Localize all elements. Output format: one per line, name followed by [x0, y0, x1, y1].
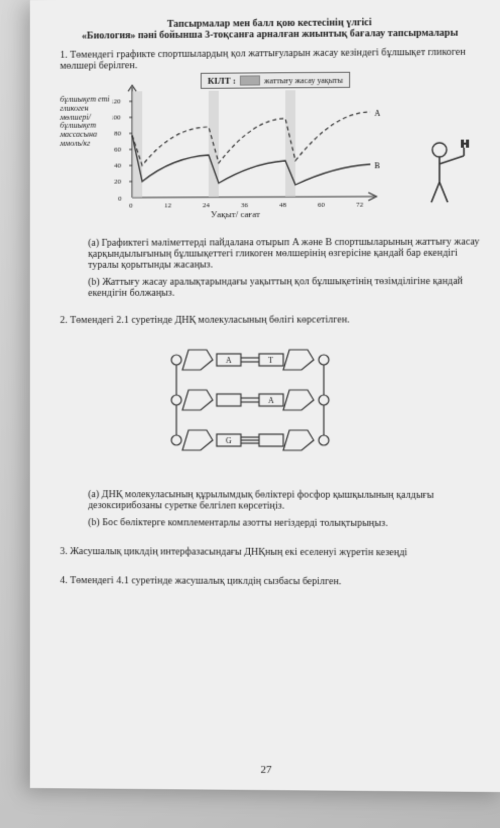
page-number: 27 — [30, 762, 500, 778]
svg-text:48: 48 — [279, 201, 287, 209]
q4-text: 4. Төмендегі 4.1 суретінде жасушалық цик… — [60, 575, 480, 588]
svg-text:120: 120 — [112, 97, 121, 105]
y-axis-label: бұлшықет еті гликоген мөлшері/ бұлшықет … — [60, 95, 112, 148]
svg-text:T: T — [268, 356, 273, 365]
chart-svg: 0 20 40 60 80 100 120 0 12 24 36 48 60 72 A B — [112, 76, 384, 218]
svg-text:100: 100 — [112, 113, 121, 121]
q1-part-b: (b) Жаттығу жасау аралықтарындағы уақытт… — [88, 276, 480, 299]
svg-text:72: 72 — [356, 201, 364, 209]
svg-text:20: 20 — [114, 178, 122, 186]
series-b-label: B — [374, 161, 379, 170]
svg-text:A: A — [226, 356, 232, 365]
svg-text:0: 0 — [118, 195, 122, 203]
glycogen-chart: КІЛТ : жаттығу жасау уақыты бұлшықет еті… — [60, 75, 480, 228]
q3-text: 3. Жасушалық циклдің интерфазасындағы ДН… — [60, 546, 480, 559]
doc-title-2: «Биология» пәні бойынша 3-тоқсанға арнал… — [60, 27, 480, 41]
svg-text:0: 0 — [129, 202, 133, 210]
svg-text:60: 60 — [114, 146, 122, 154]
svg-text:60: 60 — [318, 201, 326, 209]
svg-text:12: 12 — [164, 201, 172, 209]
q2-part-b: (b) Бос бөліктерге комплементарлы азотты… — [88, 517, 480, 529]
q2-intro: 2. Төмендегі 2.1 суретінде ДНҚ молекулас… — [60, 314, 480, 326]
dna-diagram: A T A G — [60, 335, 480, 479]
svg-text:80: 80 — [114, 129, 122, 137]
person-icon — [421, 135, 482, 208]
x-axis-label: Уақыт/ сағат — [211, 209, 260, 219]
q2-part-a: (a) ДНҚ молекуласының құрылымдық бөлікте… — [88, 489, 480, 512]
q1-part-a: (a) Графиктегі мәліметтерді пайдалана от… — [88, 236, 480, 270]
svg-text:36: 36 — [241, 201, 249, 209]
svg-text:24: 24 — [203, 201, 211, 209]
svg-text:G: G — [226, 436, 232, 445]
svg-text:A: A — [268, 396, 274, 405]
series-a-label: A — [374, 109, 380, 118]
svg-text:40: 40 — [114, 162, 122, 170]
q1-intro: 1. Төмендегі графикте спортшылардың қол … — [60, 47, 480, 72]
